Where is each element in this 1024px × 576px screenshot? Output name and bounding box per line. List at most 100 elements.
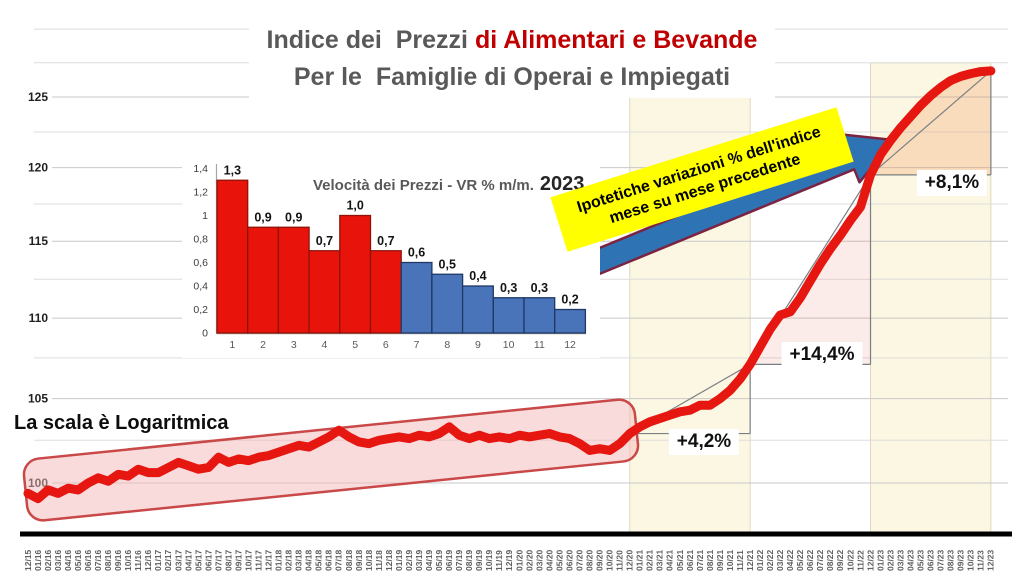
inset-y-tick-label: 0,6 (193, 257, 208, 269)
x-axis-label: 05/18 (314, 549, 324, 571)
x-axis-label: 09/19 (474, 549, 484, 571)
x-axis-label: 04/23 (905, 549, 915, 571)
x-axis-label: 08/22 (825, 549, 835, 571)
x-axis-label: 03/22 (775, 549, 785, 571)
x-axis-label: 04/21 (665, 549, 675, 571)
x-axis-label: 10/16 (123, 549, 133, 571)
x-axis-label: 05/23 (915, 549, 925, 571)
x-axis-label: 08/18 (344, 549, 354, 571)
x-axis-label: 10/23 (966, 549, 976, 571)
inset-bar (369, 250, 402, 334)
chord-line (870, 70, 992, 176)
x-axis-label: 03/18 (294, 549, 304, 571)
inset-bar (523, 297, 556, 334)
x-axis-label: 09/18 (354, 549, 364, 571)
inset-bar-value-label: 0,9 (254, 210, 271, 224)
inset-y-tick-label: 0,2 (193, 304, 208, 316)
x-axis-label: 08/23 (946, 549, 956, 571)
inset-y-tick-label: 0,4 (193, 281, 208, 293)
x-axis-label: 01/21 (635, 549, 645, 571)
x-axis-label: 12/16 (143, 549, 153, 571)
inset-bar-value-label: 0,3 (531, 281, 548, 295)
x-axis-label: 01/20 (514, 549, 524, 571)
inset-x-category-label: 1 (229, 339, 235, 351)
x-axis-label: 07/20 (574, 549, 584, 571)
title-line1: Indice dei Prezzi di Alimentari e Bevand… (267, 22, 758, 59)
x-axis-label: 08/21 (705, 549, 715, 571)
x-axis-label: 01/17 (153, 549, 163, 571)
inset-bar-value-label: 0,3 (500, 281, 517, 295)
x-axis-label: 06/18 (324, 549, 334, 571)
x-axis-label: 06/21 (685, 549, 695, 571)
x-axis-label: 12/19 (504, 549, 514, 571)
x-axis-label: 11/23 (976, 550, 986, 571)
inset-bar-chart: 0 0,2 0,4 0,6 0,8 1 1,2 1,4 1,3 1 0,9 2 0,9 3 0,7 4 1,0 5… (182, 157, 600, 358)
x-axis-label: 04/17 (183, 549, 193, 571)
inset-x-category-label: 6 (383, 339, 389, 351)
x-axis-label: 02/22 (765, 549, 775, 571)
inset-bar (216, 179, 249, 334)
x-axis-label: 07/18 (334, 549, 344, 571)
annotation-change-2023: +8,1% (916, 170, 988, 196)
inset-bar-value-label: 0,6 (408, 246, 425, 260)
x-axis-label: 05/21 (675, 549, 685, 571)
x-axis-label: 05/20 (554, 549, 564, 571)
x-axis-label: 03/17 (173, 549, 183, 571)
x-axis-label: 12/17 (264, 549, 274, 571)
x-axis-label: 04/22 (785, 549, 795, 571)
x-axis-label: 12/23 (986, 549, 996, 571)
x-axis-label: 09/20 (595, 549, 605, 571)
x-axis-label: 10/17 (243, 549, 253, 571)
inset-bar (247, 226, 280, 334)
x-axis-label: 01/19 (394, 549, 404, 571)
inset-bar-value-label: 0,9 (285, 210, 302, 224)
x-axis-label: 02/17 (163, 549, 173, 571)
x-axis: 12/15 01/16 02/16 03/16 04/16 05/16 06/16 07/16… (23, 549, 996, 571)
y-axis-label: 115 (29, 234, 49, 248)
inset-y-tick-label: 1 (202, 210, 208, 222)
inset-x-category-label: 8 (444, 339, 450, 351)
x-axis-label: 06/17 (203, 549, 213, 571)
x-axis-label: 10/18 (364, 549, 374, 571)
x-axis-label: 11/22 (855, 550, 865, 571)
y-axis-label: 105 (28, 392, 48, 406)
inset-chart-title: Velocità dei Prezzi - VR % m/m. 2023 (313, 173, 584, 196)
x-axis-label: 11/21 (735, 550, 745, 571)
inset-bar (400, 261, 433, 334)
y-axis-label: 110 (29, 311, 49, 325)
x-axis-label: 06/23 (926, 549, 936, 571)
x-axis-label: 02/16 (43, 549, 53, 571)
x-axis-label: 04/18 (304, 549, 314, 571)
inset-bar-value-label: 0,7 (316, 234, 333, 248)
x-axis-label: 08/19 (464, 549, 474, 571)
inset-y-tick-label: 1,4 (193, 163, 208, 175)
x-axis-label: 02/18 (284, 549, 294, 571)
x-axis-label: 07/17 (213, 549, 223, 571)
x-axis-label: 06/22 (805, 549, 815, 571)
annotation-change-2021: +4,2% (668, 429, 740, 455)
x-axis-label: 04/16 (63, 549, 73, 571)
inset-y-tick-label: 0,8 (193, 234, 208, 246)
inset-bar-value-label: 0,7 (377, 234, 394, 248)
inset-bar (461, 285, 494, 334)
x-axis-label: 11/16 (133, 550, 143, 571)
inset-x-category-label: 10 (503, 339, 515, 351)
x-axis-label: 08/17 (223, 549, 233, 571)
inset-x-category-label: 11 (534, 339, 545, 351)
inset-bar-value-label: 1,3 (224, 163, 241, 177)
inset-bar-value-label: 0,5 (439, 257, 456, 271)
x-axis-label: 10/22 (845, 549, 855, 571)
x-axis-label: 03/20 (534, 549, 544, 571)
x-axis-label: 12/18 (384, 549, 394, 571)
x-axis-label: 06/19 (444, 549, 454, 571)
x-axis-label: 10/20 (605, 549, 615, 571)
x-axis-label: 05/16 (73, 549, 83, 571)
x-axis-label: 01/23 (875, 549, 885, 571)
y-axis-label: 125 (28, 90, 48, 104)
x-axis-label: 04/19 (424, 549, 434, 571)
x-axis-label: 10/21 (725, 549, 735, 571)
annotation-change-2022: +14,4% (781, 342, 863, 368)
inset-x-category-label: 3 (291, 339, 297, 351)
